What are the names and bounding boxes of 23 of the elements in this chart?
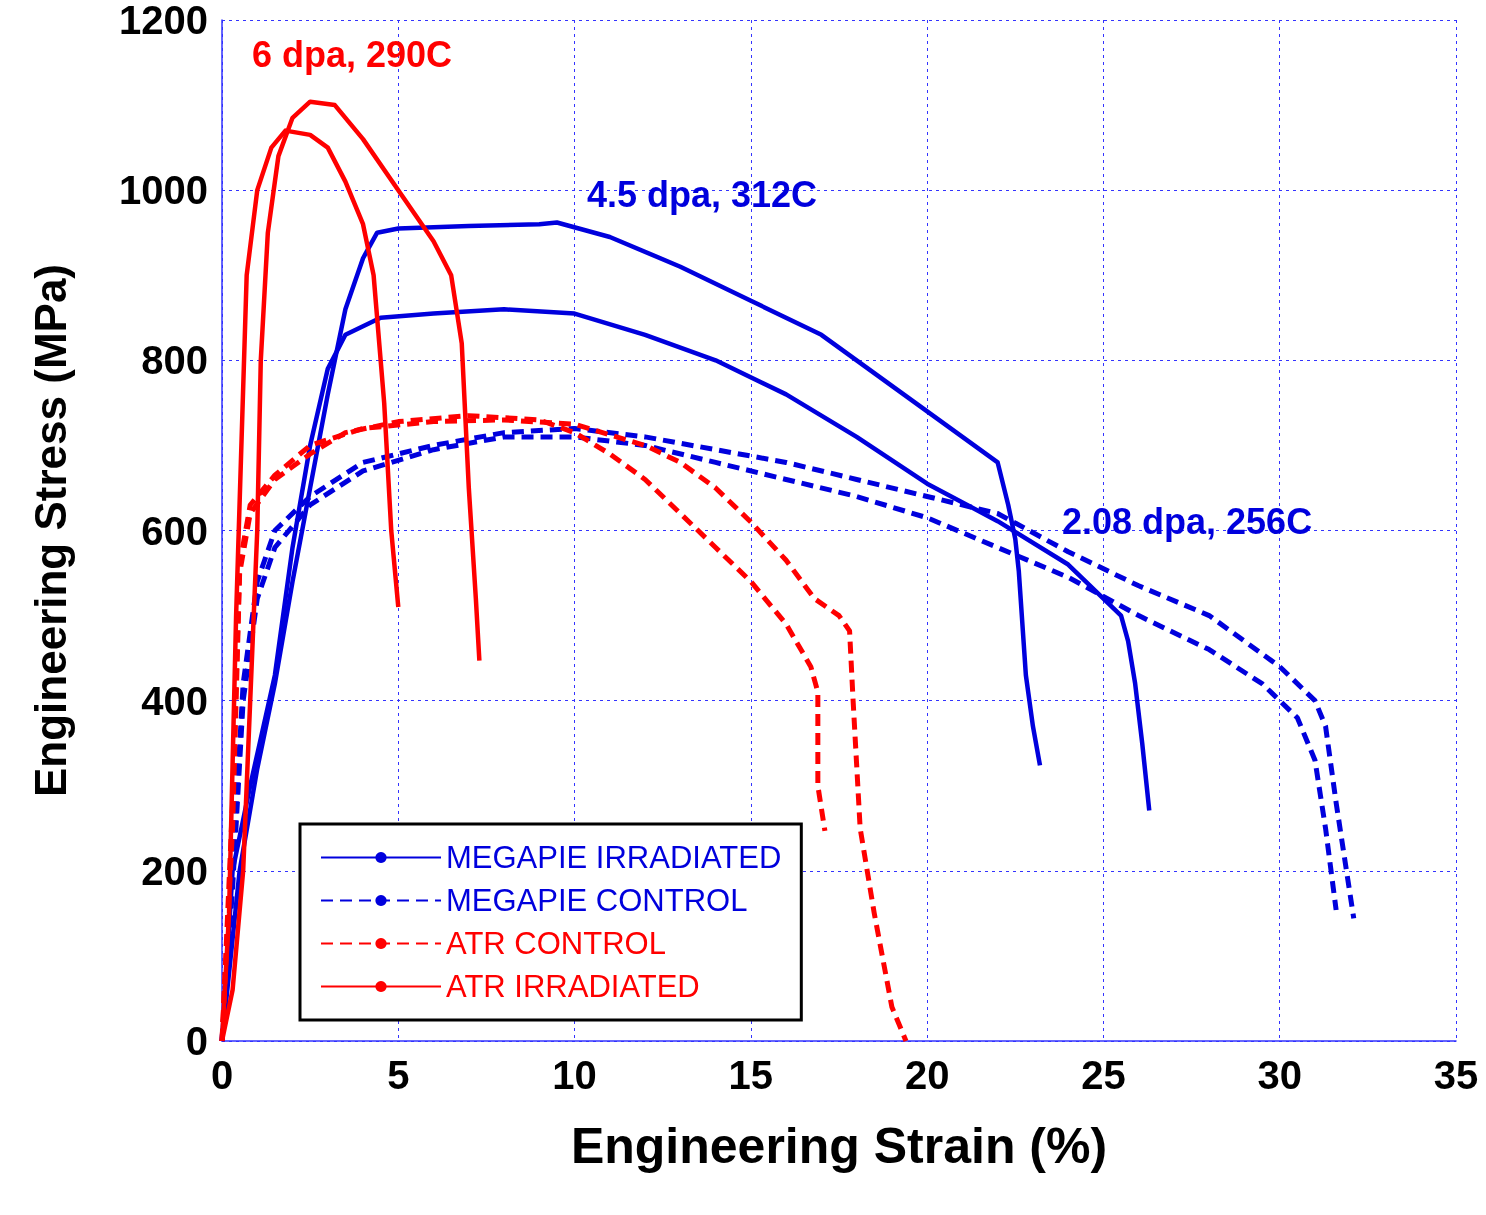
y-tick-label: 600	[141, 508, 208, 553]
legend-label: ATR CONTROL	[446, 926, 666, 961]
x-tick-label: 20	[904, 1053, 950, 1097]
legend-label: MEGAPIE IRRADIATED	[446, 840, 782, 875]
legend-label: MEGAPIE CONTROL	[446, 883, 748, 918]
annotation: 4.5 dpa, 312C	[587, 173, 818, 215]
x-axis-title: Engineering Strain (%)	[570, 1118, 1108, 1174]
y-tick-label: 200	[141, 848, 208, 893]
y-tick-label: 400	[141, 678, 208, 723]
annotation: 2.08 dpa, 256C	[1062, 500, 1313, 542]
x-tick-label: 5	[387, 1053, 410, 1097]
x-tick-label: 15	[728, 1053, 774, 1097]
y-tick-label: 1200	[119, 0, 208, 42]
annotation: 6 dpa, 290C	[252, 33, 453, 75]
legend-label: ATR IRRADIATED	[446, 969, 700, 1004]
x-tick-label: 25	[1081, 1053, 1126, 1097]
y-axis-title: Engineering Stress (MPa)	[25, 263, 75, 798]
x-tick-label: 30	[1257, 1053, 1302, 1097]
y-tick-label: 1000	[119, 168, 208, 213]
x-tick-label: 10	[552, 1053, 597, 1097]
x-tick-label: 35	[1433, 1053, 1479, 1097]
y-tick-label: 800	[141, 338, 208, 383]
y-tick-label: 0	[185, 1019, 208, 1063]
